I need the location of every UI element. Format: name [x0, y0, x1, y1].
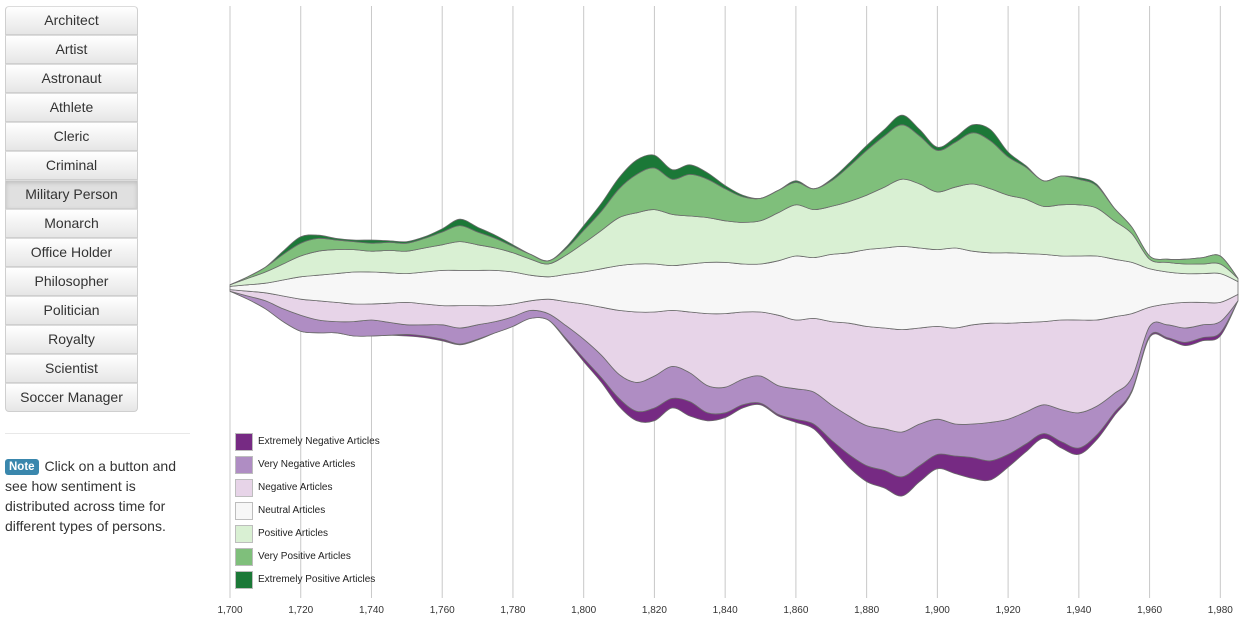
legend-label: Very Negative Articles: [258, 459, 356, 470]
legend-label: Very Positive Articles: [258, 551, 351, 562]
person-type-button-royalty[interactable]: Royalty: [5, 325, 138, 354]
chart-legend: Extremely Negative Articles Very Negative…: [235, 430, 380, 591]
legend-label: Negative Articles: [258, 482, 333, 493]
legend-swatch: [235, 432, 253, 451]
person-type-button-astronaut[interactable]: Astronaut: [5, 64, 138, 93]
legend-swatch: [235, 501, 253, 520]
x-tick-label: 1,740: [359, 605, 384, 616]
person-type-button-architect[interactable]: Architect: [5, 6, 138, 35]
person-type-button-group: Architect Artist Astronaut Athlete Cleric Cri…: [5, 6, 138, 412]
x-tick-label: 1,960: [1137, 605, 1162, 616]
x-tick-label: 1,980: [1208, 605, 1233, 616]
x-tick-label: 1,940: [1066, 605, 1091, 616]
person-type-button-philosopher[interactable]: Philosopher: [5, 267, 138, 296]
person-type-button-criminal[interactable]: Criminal: [5, 151, 138, 180]
x-tick-label: 1,900: [925, 605, 950, 616]
person-type-button-scientist[interactable]: Scientist: [5, 354, 138, 383]
note-text: Click on a button and see how sentiment …: [5, 458, 176, 534]
x-tick-label: 1,780: [500, 605, 525, 616]
legend-item: Positive Articles: [235, 522, 380, 545]
person-type-button-office-holder[interactable]: Office Holder: [5, 238, 138, 267]
sidebar-divider: [5, 433, 190, 434]
person-type-button-artist[interactable]: Artist: [5, 35, 138, 64]
person-type-button-politician[interactable]: Politician: [5, 296, 138, 325]
legend-label: Extremely Positive Articles: [258, 574, 376, 585]
note-box: Note Click on a button and see how senti…: [5, 456, 190, 536]
legend-item: Neutral Articles: [235, 499, 380, 522]
legend-label: Extremely Negative Articles: [258, 436, 380, 447]
person-type-button-soccer-manager[interactable]: Soccer Manager: [5, 383, 138, 412]
legend-item: Very Positive Articles: [235, 545, 380, 568]
legend-item: Extremely Positive Articles: [235, 568, 380, 591]
legend-label: Positive Articles: [258, 528, 329, 539]
x-tick-label: 1,840: [713, 605, 738, 616]
person-type-button-military-person[interactable]: Military Person: [5, 180, 138, 209]
legend-swatch: [235, 455, 253, 474]
legend-item: Negative Articles: [235, 476, 380, 499]
stream-layer-extremely-positive-articles: [229, 114, 1239, 286]
person-type-button-athlete[interactable]: Athlete: [5, 93, 138, 122]
legend-swatch: [235, 524, 253, 543]
x-tick-label: 1,700: [217, 605, 242, 616]
x-tick-label: 1,880: [854, 605, 879, 616]
legend-item: Extremely Negative Articles: [235, 430, 380, 453]
x-tick-label: 1,800: [571, 605, 596, 616]
x-tick-label: 1,720: [288, 605, 313, 616]
legend-label: Neutral Articles: [258, 505, 326, 516]
x-tick-label: 1,820: [642, 605, 667, 616]
legend-swatch: [235, 547, 253, 566]
x-tick-label: 1,920: [996, 605, 1021, 616]
note-badge: Note: [5, 459, 39, 475]
legend-item: Very Negative Articles: [235, 453, 380, 476]
person-type-button-monarch[interactable]: Monarch: [5, 209, 138, 238]
legend-swatch: [235, 478, 253, 497]
legend-swatch: [235, 570, 253, 589]
x-tick-label: 1,760: [430, 605, 455, 616]
person-type-button-cleric[interactable]: Cleric: [5, 122, 138, 151]
x-tick-label: 1,860: [783, 605, 808, 616]
